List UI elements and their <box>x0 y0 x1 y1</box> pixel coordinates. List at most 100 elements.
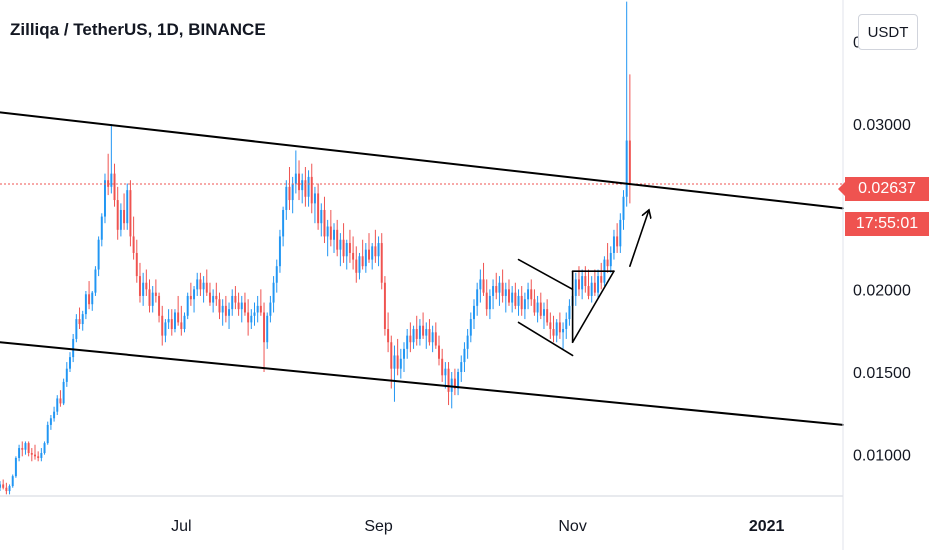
candle-body <box>78 319 81 325</box>
candle-body <box>492 286 495 296</box>
triangle-hyp <box>571 270 615 344</box>
candle-body <box>485 292 488 310</box>
candle-body <box>383 282 386 330</box>
x-tick-label: 2021 <box>749 518 785 535</box>
candle <box>368 233 370 263</box>
candle-body <box>374 246 377 257</box>
candle <box>469 312 472 343</box>
candle-body <box>628 140 631 184</box>
candle <box>49 414 52 430</box>
candles-layer <box>0 1 631 495</box>
candle-body <box>208 292 211 303</box>
candle-body <box>145 282 148 290</box>
candle-body <box>91 292 94 305</box>
candle <box>371 243 374 270</box>
candle-body <box>539 302 542 316</box>
candle-body <box>278 236 281 267</box>
candle-body <box>517 295 520 306</box>
candle-body <box>170 319 173 330</box>
candle-body <box>256 305 259 313</box>
candle-body <box>390 342 393 369</box>
candle <box>56 395 59 415</box>
candle-body <box>533 299 536 313</box>
x-tick-label: Nov <box>558 518 586 535</box>
candle <box>221 299 224 326</box>
candle-body <box>2 484 5 488</box>
candle-body <box>323 209 326 237</box>
candle <box>208 282 211 306</box>
candle <box>212 289 215 313</box>
candle-body <box>463 348 466 363</box>
candle <box>37 451 40 462</box>
candle-body <box>228 309 231 316</box>
candle-body <box>49 418 52 425</box>
candle-body <box>288 186 291 201</box>
candle-body <box>46 424 49 444</box>
candle <box>558 312 561 339</box>
candle <box>43 441 46 455</box>
currency-button[interactable]: USDT <box>858 14 918 50</box>
candle <box>30 448 33 462</box>
chart-title: Zilliqa / TetherUS, 1D, BINANCE <box>10 20 266 39</box>
candle-body <box>313 193 316 204</box>
candle <box>68 352 71 372</box>
candle-body <box>577 279 580 290</box>
candle <box>100 213 103 247</box>
candle-body <box>56 398 59 412</box>
candle-body <box>65 368 68 382</box>
candle <box>272 276 275 313</box>
candle-body <box>218 299 221 313</box>
candle <box>40 448 43 462</box>
candle <box>418 319 421 346</box>
candle-body <box>269 302 272 316</box>
candle-body <box>285 186 288 210</box>
candle <box>269 295 272 323</box>
candle-body <box>154 292 157 296</box>
candle <box>336 219 339 257</box>
candle-body <box>488 295 491 310</box>
candle <box>285 180 288 220</box>
candle <box>151 286 154 313</box>
candle-body <box>587 286 590 296</box>
candle <box>81 310 84 331</box>
candle <box>288 166 291 210</box>
candle <box>514 282 517 310</box>
candle <box>250 309 253 330</box>
candle-body <box>177 312 180 323</box>
candle <box>348 229 351 263</box>
candle-body <box>428 329 431 343</box>
candle <box>247 299 250 336</box>
candle <box>84 290 87 320</box>
candle-body <box>113 173 116 201</box>
y-tick-label: 0.03000 <box>853 117 911 134</box>
candle <box>533 289 536 316</box>
candle-body <box>504 289 507 296</box>
candle <box>549 312 552 339</box>
y-tick-label: 0.02000 <box>853 282 911 299</box>
candle-body <box>358 256 361 273</box>
candle <box>415 315 418 346</box>
candle-body <box>444 368 447 376</box>
candle-body <box>196 279 199 290</box>
candle <box>53 406 56 422</box>
x-tick-label: Jul <box>171 518 191 535</box>
candle-body <box>123 209 126 224</box>
candle <box>132 216 135 260</box>
y-tick-label: 0.01000 <box>853 448 911 465</box>
candle-body <box>482 279 485 293</box>
candle-body <box>536 302 539 313</box>
candle <box>123 193 126 230</box>
candle-body <box>498 282 501 293</box>
candle <box>59 390 62 407</box>
candle <box>358 252 361 280</box>
candle-body <box>247 312 250 323</box>
candle-body <box>94 269 97 293</box>
candle <box>161 305 164 346</box>
candle <box>298 160 301 201</box>
candle <box>399 348 402 379</box>
candle <box>438 335 440 366</box>
candle-body <box>438 345 440 359</box>
candle <box>612 229 615 260</box>
